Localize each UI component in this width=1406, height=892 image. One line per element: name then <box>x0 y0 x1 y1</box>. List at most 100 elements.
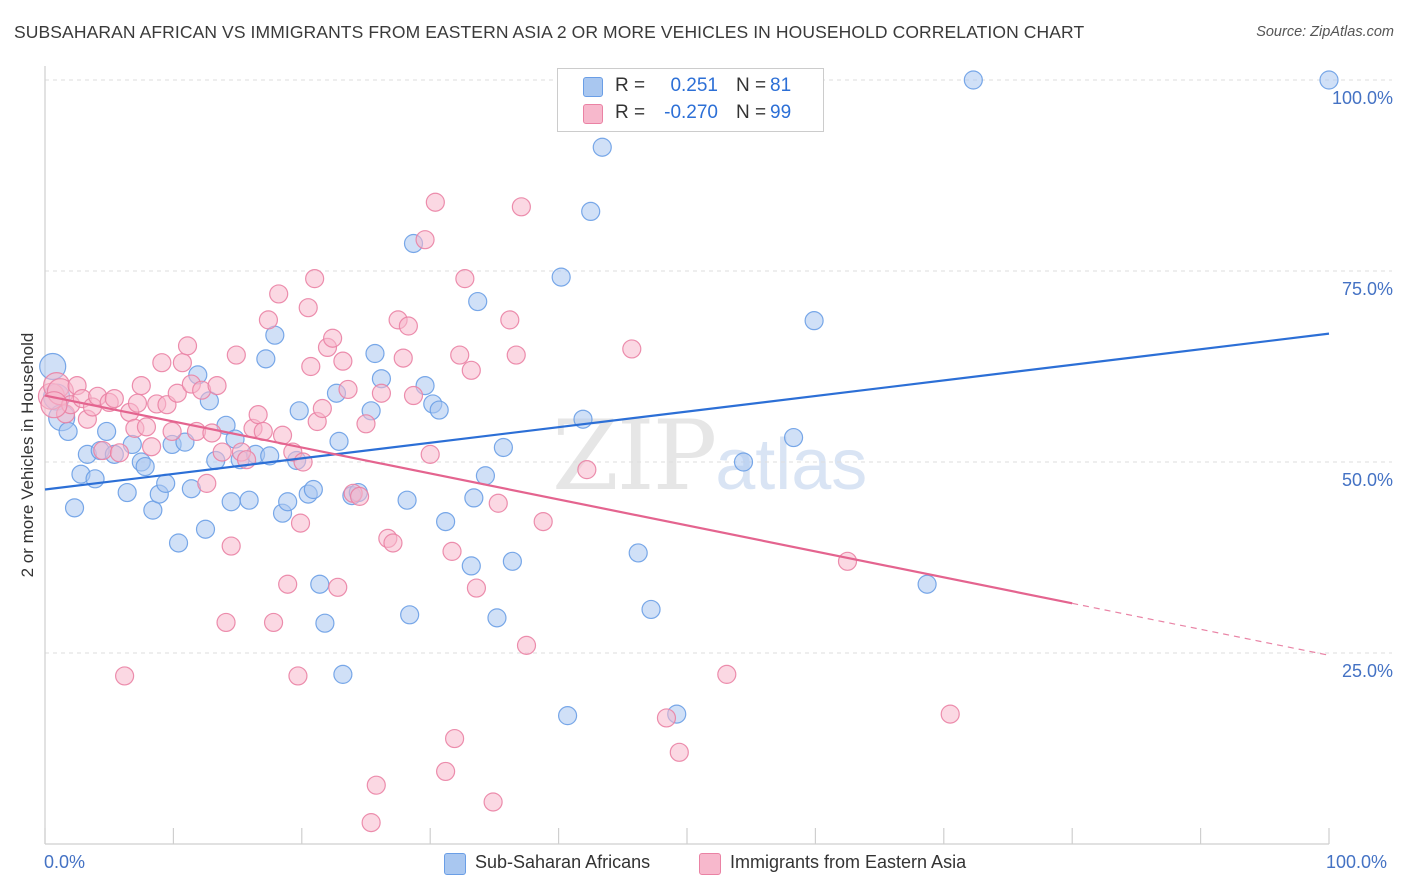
legend-r-value: -0.270 <box>664 102 718 123</box>
series-immigrants-eastern-asia <box>37 192 960 833</box>
data-point <box>733 452 754 472</box>
data-point <box>468 291 488 312</box>
data-point <box>516 635 537 655</box>
data-point <box>216 612 236 633</box>
data-point <box>221 536 241 556</box>
legend-row-eastern-asia: R = -0.270 N = 99 <box>558 101 823 127</box>
legend-r-value: 0.251 <box>670 75 718 96</box>
data-point <box>506 345 526 365</box>
trend-line-eastern-asia <box>44 394 1073 605</box>
data-point <box>420 444 440 464</box>
data-point <box>40 391 68 419</box>
legend-r-label: R = <box>615 102 646 123</box>
legend-n-label: N = <box>736 102 767 123</box>
legend-label: Immigrants from Eastern Asia <box>730 852 967 872</box>
x-tick-label-max: 100.0% <box>1326 852 1388 872</box>
y-tick-labels: 25.0% 50.0% 75.0% 100.0% <box>1332 88 1393 681</box>
data-point <box>333 664 353 684</box>
y-tick-label: 100.0% <box>1332 88 1393 108</box>
y-tick-label: 25.0% <box>1342 661 1393 681</box>
data-point <box>310 574 330 594</box>
data-point <box>940 704 960 724</box>
source-label: Source: ZipAtlas.com <box>1256 24 1394 40</box>
data-point <box>403 385 424 406</box>
data-point <box>551 267 571 287</box>
data-point <box>207 376 227 396</box>
data-point <box>415 230 435 250</box>
data-point <box>109 443 130 463</box>
axes <box>44 66 1330 845</box>
data-point <box>195 519 216 539</box>
data-point <box>197 473 217 493</box>
data-point <box>450 345 470 365</box>
data-point <box>329 431 349 451</box>
data-point <box>293 452 313 472</box>
data-point <box>461 556 481 576</box>
x-tick-label-min: 0.0% <box>44 852 86 872</box>
legend-row-sub-saharan: R = 0.251 N = 81 <box>558 74 823 100</box>
data-point <box>557 706 578 726</box>
data-point <box>917 574 937 594</box>
data-point <box>656 708 677 728</box>
data-point <box>290 513 311 533</box>
data-point <box>301 356 321 377</box>
data-point <box>260 446 280 466</box>
data-point <box>349 486 370 506</box>
data-point <box>493 437 513 458</box>
trend-line-sub-saharan <box>44 332 1330 491</box>
y-tick-label: 50.0% <box>1342 470 1393 490</box>
data-point <box>258 310 279 330</box>
data-point <box>1319 70 1339 90</box>
data-point <box>303 479 323 500</box>
data-point <box>135 456 155 477</box>
data-point <box>464 488 484 508</box>
data-point <box>429 400 449 420</box>
data-point <box>717 664 737 684</box>
data-point <box>436 511 456 532</box>
data-point <box>333 351 353 371</box>
data-point <box>783 427 804 448</box>
data-point <box>500 310 520 330</box>
legend-swatch-pink <box>699 853 721 875</box>
data-point <box>143 500 163 520</box>
legend-swatch-blue <box>444 853 466 875</box>
data-point <box>487 608 507 628</box>
data-point <box>305 269 325 289</box>
data-point <box>577 460 597 480</box>
y-tick-label: 75.0% <box>1342 279 1393 299</box>
data-point <box>312 398 332 419</box>
trend-line-eastern-asia-extrapolated <box>1072 602 1330 656</box>
data-point <box>356 414 376 434</box>
data-point <box>502 551 522 571</box>
data-point <box>338 379 358 400</box>
data-point <box>641 599 661 620</box>
data-point <box>263 612 284 633</box>
data-point <box>269 284 289 304</box>
legend-n-value: 99 <box>770 102 792 123</box>
legend-n-value: 81 <box>770 75 792 96</box>
data-point <box>136 417 157 437</box>
data-point <box>963 70 983 90</box>
data-point <box>97 421 117 442</box>
legend-swatch-blue <box>583 77 603 97</box>
data-point <box>152 353 172 373</box>
data-point <box>162 421 182 442</box>
data-point <box>511 197 531 217</box>
data-point <box>323 328 343 348</box>
data-point <box>475 466 496 486</box>
data-point <box>226 345 246 365</box>
data-point <box>669 742 689 762</box>
data-point <box>64 498 85 518</box>
data-point <box>488 493 508 513</box>
data-point <box>398 316 418 336</box>
data-point <box>383 533 403 553</box>
data-point <box>278 492 298 512</box>
data-point <box>436 761 456 782</box>
data-point <box>289 401 309 421</box>
grid-lines <box>45 79 1392 654</box>
data-point <box>167 383 187 403</box>
data-point <box>115 666 135 686</box>
data-point <box>58 421 78 442</box>
data-point <box>239 490 259 510</box>
